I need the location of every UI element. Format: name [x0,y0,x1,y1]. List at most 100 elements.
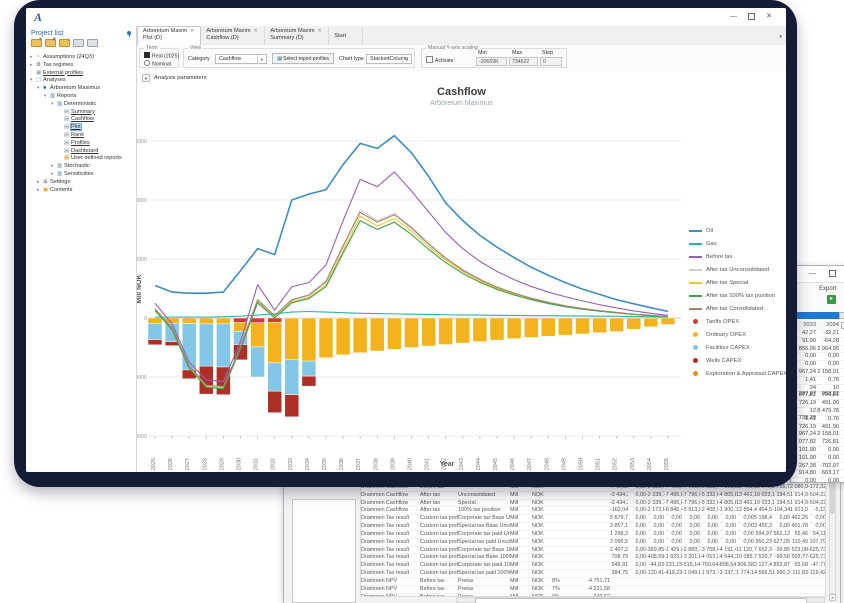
tree-item-assumptions-24q3[interactable]: ▸◔Assumptions (24Q3) [28,54,134,62]
minimize-icon[interactable]: — [730,13,737,20]
tab-start[interactable]: Start [329,27,363,45]
table-row[interactable]: DrammenTax resultCustom tax profileCorpo… [361,547,825,555]
max-field[interactable]: 734622 [509,57,538,66]
table-row[interactable]: DrammenCashflowAfter taxSpecialMillNOK-2… [361,500,825,508]
refresh-folder-icon[interactable] [73,39,83,47]
tree-item-dashboard[interactable]: ▤Dashboard [28,148,134,156]
tree-item-plot[interactable]: ▤Plot [28,124,134,132]
radio-nominal[interactable]: Nominal [144,60,171,68]
delete-analysis-folder-icon[interactable]: × [45,39,55,47]
tree-item-settings[interactable]: ▸⊞Settings [28,179,134,187]
table-row[interactable]: DrammenNPVBefore taxPretaxMillNOK8%-4 75… [361,578,825,586]
table-row[interactable]: 42,27-32,21 [791,330,844,338]
table-row[interactable]: 0,000,00 [791,361,844,369]
tab-arboretum-maxim-plot-d[interactable]: Arboretum Maxim✕Plot (D) [137,26,201,45]
tree-item-tax-regimes[interactable]: ▸⚙Tax regimes [28,62,134,70]
cell-value: 0,00 [718,523,736,530]
table-row[interactable]: 2 856,062 964,95 [791,346,844,354]
table-row[interactable]: DrammenTax resultCustom tax profileSpeci… [361,570,825,578]
bluebar-button[interactable] [839,312,844,319]
tab-arboretum-maxim-cashflow-d[interactable]: Arboretum Maxim✕Cashflow (D) [201,27,265,45]
tab-close-icon[interactable]: ✕ [253,28,257,34]
maximize-icon[interactable] [829,270,836,277]
table-row[interactable]: 0,000,00 [791,353,844,361]
chart-type-select[interactable]: StackedColumn▼ [366,54,412,64]
table-row[interactable]: 1,410,76 [791,416,844,424]
table-row[interactable]: DrammenTax resultCustom tax profileSpeci… [361,554,825,562]
tab-list-chevron-icon[interactable]: ▾ [779,34,782,40]
table-row[interactable]: DrammenNPVBefore taxPretaxMillNOK7%-4 23… [361,586,825,594]
cell-value: 562,12 [772,531,790,538]
cell-2034: 491,90 [816,400,839,407]
tree-item-cashflow[interactable]: ▤Cashflow [28,116,134,124]
close-icon[interactable]: ✕ [766,13,772,20]
table-row[interactable]: 1,410,76 [791,377,844,385]
cell-unit: Mill [510,570,532,577]
table-row[interactable]: 24 287,9710 063,22 [791,385,844,393]
table-row[interactable]: DrammenTax resultCustom tax profileCorpo… [361,515,825,523]
tree-item-summary[interactable]: ▤Summary [28,109,134,117]
table-row[interactable]: 267,38-702,07 [791,463,844,471]
page-icon: ▤ [64,109,71,117]
bottom-window-side-pane[interactable] [292,499,356,603]
bottom-window-vscrollbar[interactable] [829,476,836,594]
table-row[interactable]: DrammenTax resultCustom tax profileCorpo… [361,562,825,570]
cell-value: 462,25 [790,515,808,522]
new-analysis-folder-icon[interactable]: + [31,39,41,47]
vscroll-thumb[interactable] [830,478,835,514]
table-row[interactable]: 3 967,242 158,01 [791,431,844,439]
tab-close-icon[interactable]: ✕ [190,28,194,34]
table-row[interactable]: 101,900,00 [791,447,844,455]
tree-item-arboretum-maximus[interactable]: ▾■Arboretum Maximus [28,85,134,93]
tree-item-deterministic[interactable]: ▾▥Deterministic [28,101,134,109]
settings-icon: ⊞ [43,179,50,187]
cell-value: 806,58 [736,562,754,569]
table-row[interactable]: DrammenCashflowAfter tax100% tax positio… [361,507,825,515]
app-frame: A — ✕ Project list +×↓ ▸◔Assumptions (24… [14,0,797,487]
duplicate-view-icon[interactable] [87,39,97,47]
table-row[interactable]: 91,90-64,28 [791,338,844,346]
tree-item-profiles[interactable]: ▤Profiles [28,140,134,148]
tree-item-user-defined-reports[interactable]: ▦User defined reports [28,155,134,163]
table-row[interactable]: 1 077,82726,81 [791,392,844,400]
activate-checkbox[interactable]: Activate [426,56,453,64]
min-field[interactable]: -20659K [476,57,507,66]
collapse-toggle-icon[interactable]: ▼ [142,74,150,82]
minimize-icon[interactable]: — [809,270,816,277]
table-row[interactable]: 1 077,82726,81 [791,439,844,447]
table-row[interactable]: DrammenTax resultCustom tax profileSpeci… [361,523,825,531]
maximize-icon[interactable] [748,13,755,20]
table-row[interactable]: DrammenTax resultCustom tax profileCorpo… [361,531,825,539]
bottom-window-hscrollbar[interactable] [456,597,825,603]
table-row[interactable]: DrammenTax resultCustom tax profileSpeci… [361,539,825,547]
import-analysis-folder-icon[interactable]: ↓ [59,39,69,47]
pin-icon[interactable] [127,31,131,35]
tree-item-stochastic[interactable]: ▸▥Stochastic [28,163,134,171]
table-row[interactable]: 101,900,00 [791,455,844,463]
tree-item-reports[interactable]: ▾▥Reports [28,93,134,101]
table-row[interactable]: 914,80663,17 [791,470,844,478]
tree-item-rank[interactable]: ▤Rank [28,132,134,140]
table-row[interactable]: 726,19491,90 [791,400,844,408]
tree-item-contents[interactable]: ▸▣Contents [28,187,134,195]
table-row[interactable]: 726,19491,90 [791,424,844,432]
table-row[interactable]: 0,000,00 [791,478,844,482]
tree-item-analyses[interactable]: ▾▢Analyses [28,77,134,85]
table-row[interactable]: 12 738,298 479,78 [791,408,844,416]
table-row[interactable]: DrammenCashflowAfter taxUnconsolidatedMi… [361,492,825,500]
tab-close-icon[interactable]: ✕ [317,28,321,34]
tree-item-sensitivities[interactable]: ▸▥Sensitivities [28,171,134,179]
step-field[interactable]: 0 [540,57,562,66]
table-row[interactable]: 3 967,242 158,01 [791,369,844,377]
hscroll-thumb[interactable] [475,598,807,603]
tree-item-external-profiles[interactable]: ▦External profiles [28,70,134,78]
column-header-2034[interactable]: 2034 [816,322,839,328]
page-icon: ▤ [64,140,71,148]
export-icon[interactable]: ▸ [827,295,836,304]
chart-title: Cashflow [137,86,786,98]
select-report-profiles-button[interactable]: ▦Select report profiles [272,53,334,64]
vscroll-down-button[interactable]: ▾ [829,594,836,601]
category-select[interactable]: Cashflow▼ [215,54,267,64]
radio-real-2025[interactable]: Real (2025) [144,52,179,60]
tab-arboretum-maxim-summary-d[interactable]: Arboretum Maxim✕Summary (D) [265,27,329,45]
